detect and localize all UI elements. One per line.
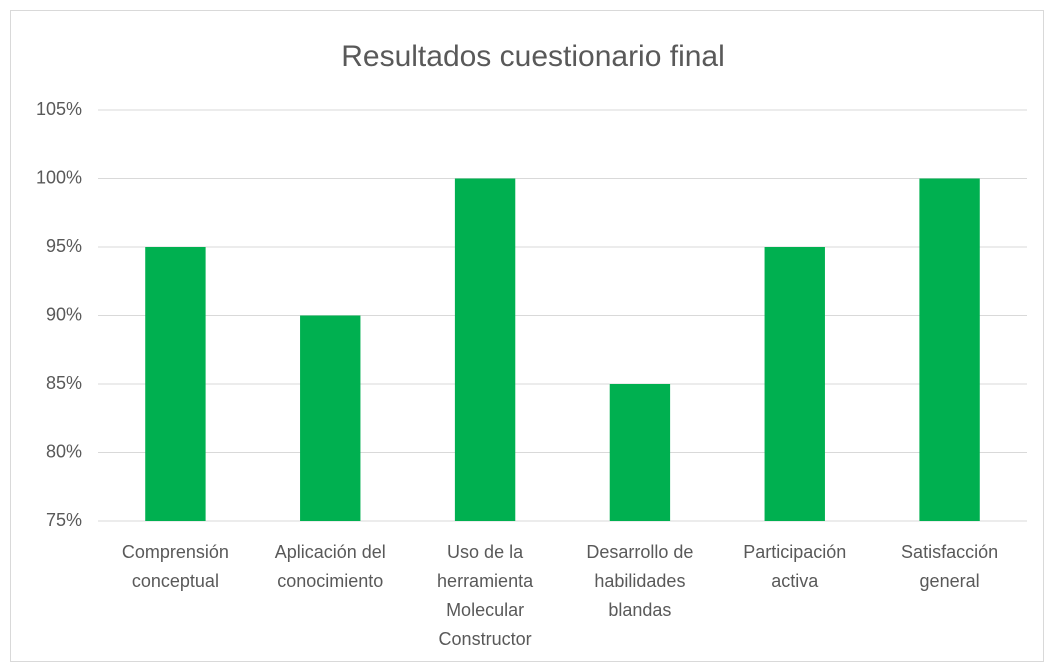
x-tick-label: Uso de la herramienta Molecular Constructor [437,542,534,649]
y-tick-label: 100% [36,167,82,187]
bar [454,178,516,521]
bar [300,315,361,521]
x-tick-label: Aplicación del conocimiento [275,542,386,591]
y-tick-label: 105% [36,99,82,119]
bar [609,384,671,521]
bar [764,247,825,521]
x-tick-label: Satisfacción general [901,542,998,591]
x-tick-label: Desarrollo de habilidades blandas [586,542,693,620]
y-tick-label: 95% [46,236,82,256]
y-tick-label: 80% [46,441,82,461]
chart-title: Resultados cuestionario final [341,40,725,73]
bar [145,247,206,521]
y-tick-label: 85% [46,373,82,393]
y-tick-label: 75% [46,510,82,530]
y-tick-label: 90% [46,304,82,324]
x-tick-label: Participación activa [743,542,846,591]
x-tick-label: Comprensión conceptual [122,542,229,591]
bar [919,178,980,521]
